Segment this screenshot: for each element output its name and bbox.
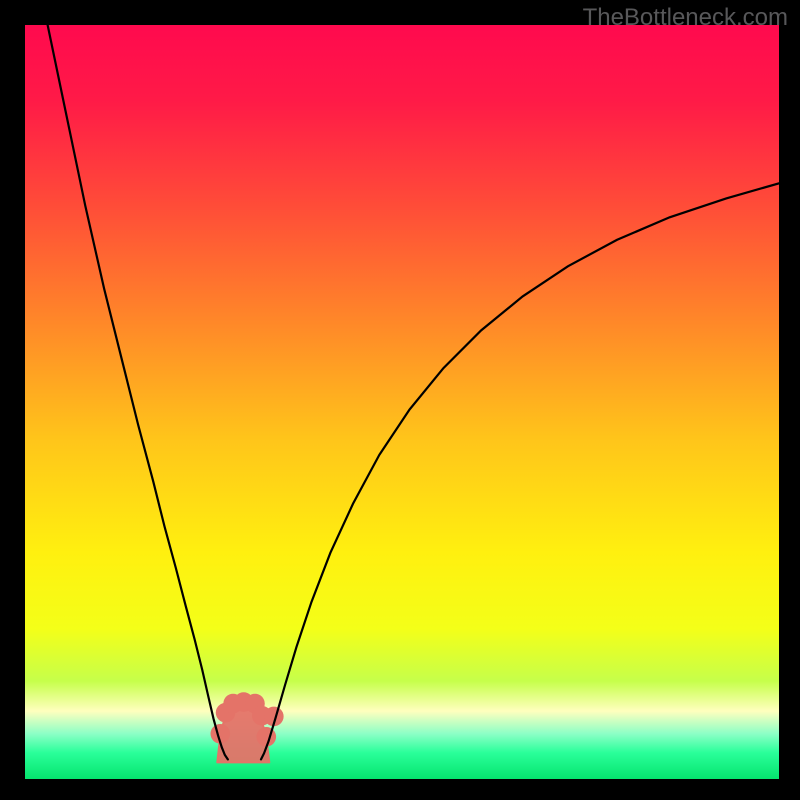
chart-frame: TheBottleneck.com <box>0 0 800 800</box>
trough-marker <box>256 727 276 747</box>
gradient-background <box>25 25 779 779</box>
gradient-chart <box>0 0 800 800</box>
watermark-label: TheBottleneck.com <box>583 4 788 32</box>
